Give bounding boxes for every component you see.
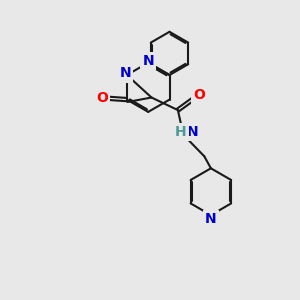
Text: N: N bbox=[120, 67, 131, 80]
Text: N: N bbox=[187, 125, 198, 139]
Text: N: N bbox=[142, 54, 154, 68]
Text: O: O bbox=[193, 88, 205, 102]
Text: N: N bbox=[205, 212, 217, 226]
Text: O: O bbox=[96, 91, 108, 105]
Text: H: H bbox=[175, 125, 187, 139]
